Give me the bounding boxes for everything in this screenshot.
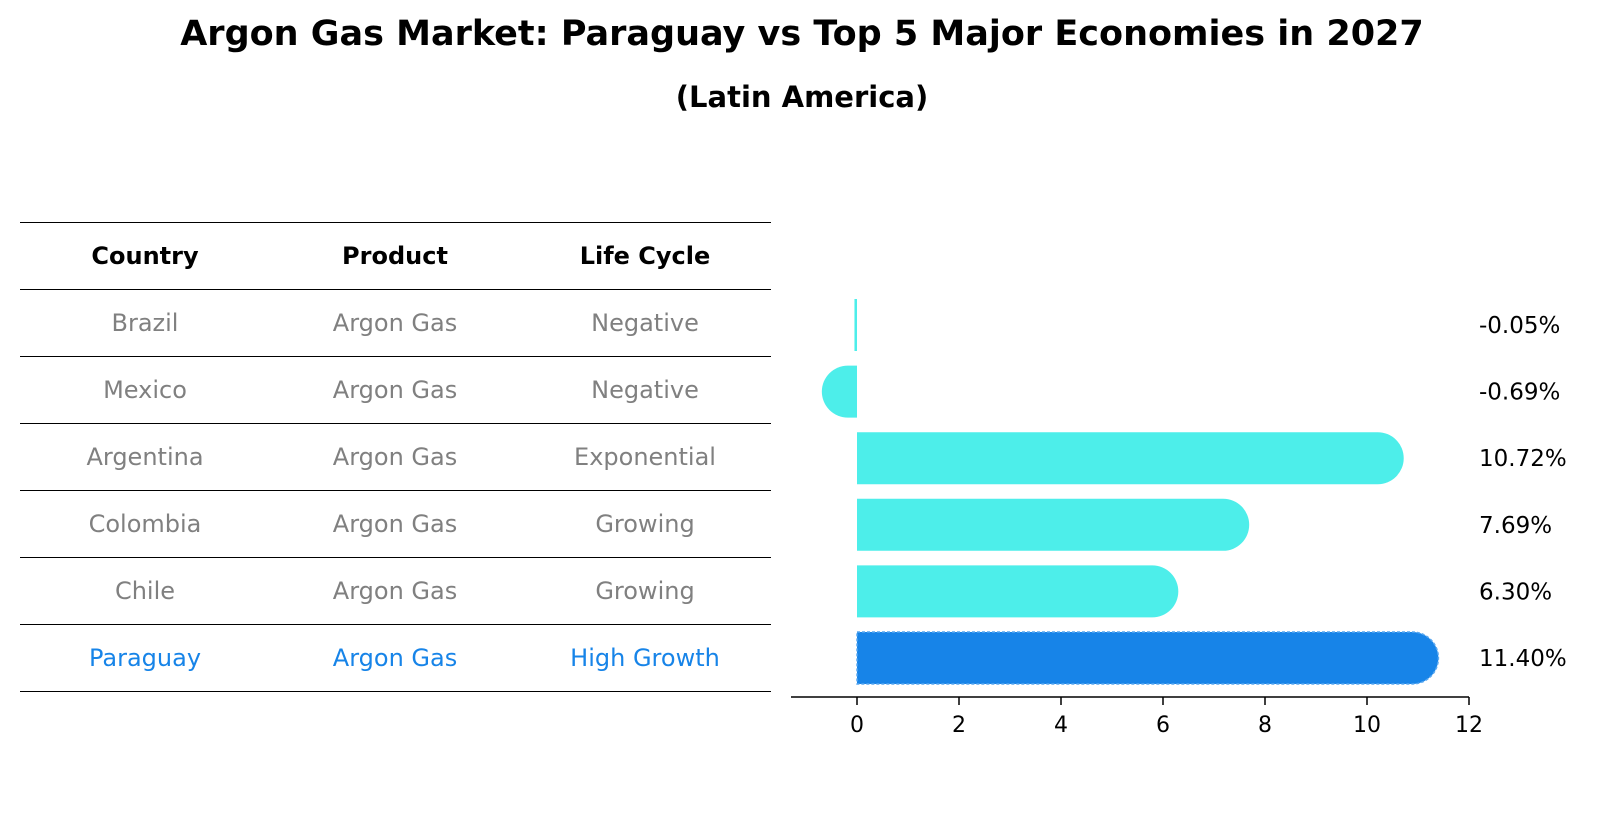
bar-paraguay bbox=[856, 631, 1440, 685]
bar-colombia bbox=[857, 498, 1250, 551]
table-row: Chile Argon Gas Growing bbox=[20, 557, 771, 624]
value-label: 10.72% bbox=[1479, 446, 1567, 472]
life-cycle-cell: Negative bbox=[591, 309, 699, 337]
life-cycle-cell: Growing bbox=[595, 577, 695, 605]
header-country: Country bbox=[91, 242, 199, 270]
country-cell: Brazil bbox=[111, 309, 179, 337]
value-label: 7.69% bbox=[1479, 513, 1552, 539]
header-life-cycle: Life Cycle bbox=[579, 242, 711, 270]
x-tick-label: 6 bbox=[1156, 713, 1170, 738]
bar-argentina bbox=[857, 432, 1404, 485]
x-tick-label: 10 bbox=[1353, 713, 1381, 738]
table-row-highlight: Paraguay Argon Gas High Growth bbox=[20, 624, 771, 692]
country-cell: Colombia bbox=[88, 510, 202, 538]
value-label: -0.05% bbox=[1479, 313, 1560, 339]
table-header-row: Country Product Life Cycle bbox=[20, 222, 771, 289]
life-cycle-cell: High Growth bbox=[570, 644, 720, 672]
x-tick-label: 12 bbox=[1455, 713, 1483, 738]
table-row: Colombia Argon Gas Growing bbox=[20, 490, 771, 557]
header-product: Product bbox=[342, 242, 448, 270]
x-tick-label: 0 bbox=[850, 713, 864, 738]
table-row: Brazil Argon Gas Negative bbox=[20, 289, 771, 356]
value-label: -0.69% bbox=[1479, 380, 1560, 406]
life-cycle-cell: Negative bbox=[591, 376, 699, 404]
product-cell: Argon Gas bbox=[332, 376, 458, 404]
value-label: 11.40% bbox=[1479, 646, 1567, 672]
x-tick-label: 2 bbox=[952, 713, 966, 738]
product-cell: Argon Gas bbox=[332, 577, 458, 605]
chart-title: Argon Gas Market: Paraguay vs Top 5 Majo… bbox=[180, 14, 1424, 54]
life-cycle-cell: Growing bbox=[595, 510, 695, 538]
bar-brazil bbox=[854, 299, 857, 351]
value-label: 6.30% bbox=[1479, 579, 1552, 605]
country-cell: Paraguay bbox=[88, 644, 202, 672]
bar-chile bbox=[857, 565, 1179, 618]
table-row: Mexico Argon Gas Negative bbox=[20, 356, 771, 423]
table-row: Argentina Argon Gas Exponential bbox=[20, 423, 771, 490]
life-cycle-cell: Exponential bbox=[574, 443, 716, 471]
country-table: Country Product Life Cycle Brazil Argon … bbox=[20, 222, 771, 692]
country-cell: Mexico bbox=[103, 376, 187, 404]
chart-subtitle: (Latin America) bbox=[675, 80, 929, 114]
product-cell: Argon Gas bbox=[332, 443, 458, 471]
bar-mexico bbox=[821, 365, 857, 418]
product-cell: Argon Gas bbox=[332, 510, 458, 538]
product-cell: Argon Gas bbox=[332, 644, 458, 672]
product-cell: Argon Gas bbox=[332, 309, 458, 337]
country-cell: Argentina bbox=[86, 443, 204, 471]
country-cell: Chile bbox=[114, 577, 176, 605]
x-tick-label: 4 bbox=[1054, 713, 1068, 738]
x-tick-label: 8 bbox=[1258, 713, 1272, 738]
